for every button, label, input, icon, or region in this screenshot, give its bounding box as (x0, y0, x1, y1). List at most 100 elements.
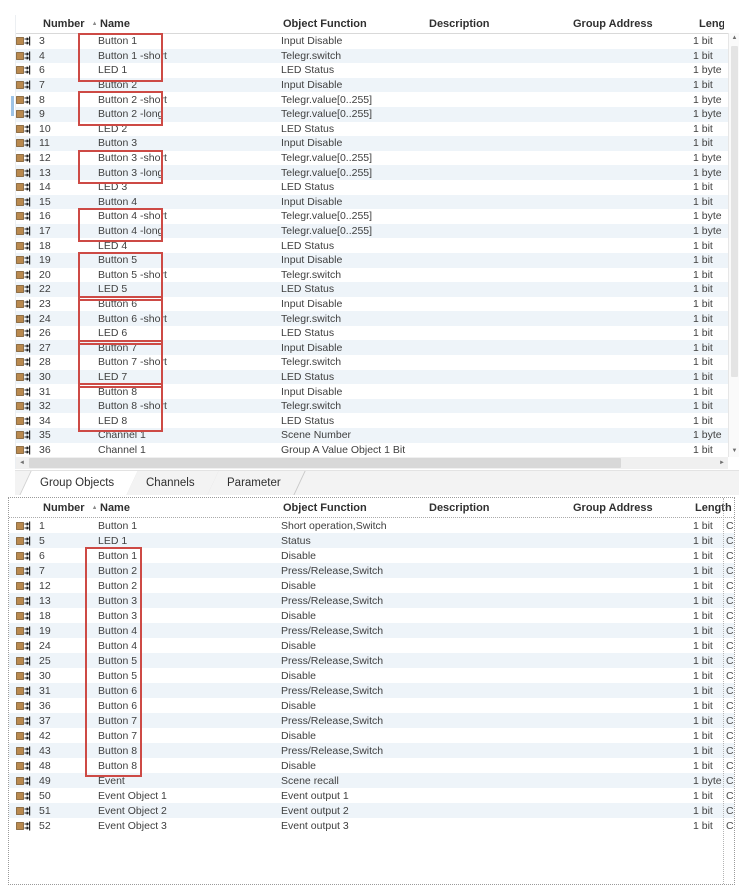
table-row[interactable]: 24 Button 6 -short Telegr.switch 1 bit (16, 311, 739, 326)
icon-cell (16, 342, 37, 354)
table-row[interactable]: 7 Button 2 Press/Release,Switch 1 bit C (9, 563, 734, 578)
table-row[interactable]: 50 Event Object 1 Event output 1 1 bit C (9, 788, 734, 803)
name-cell: Button 4 (98, 624, 138, 637)
length-cell: 1 bit (693, 268, 713, 281)
group-object-icon (16, 581, 31, 590)
table-row[interactable]: 18 Button 3 Disable 1 bit C (9, 608, 734, 623)
table-row[interactable]: 10 LED 2 LED Status 1 bit (16, 122, 739, 137)
icon-cell (16, 123, 37, 135)
object-function-cell: Group A Value Object 1 Bit (281, 443, 406, 456)
scroll-left-icon[interactable]: ◄ (19, 460, 25, 466)
table-row[interactable]: 18 LED 4 LED Status 1 bit (16, 238, 739, 253)
column-header-length[interactable]: Lengt (699, 18, 724, 30)
table-row[interactable]: 36 Channel 1 Group A Value Object 1 Bit 1 b… (16, 443, 739, 458)
table-row[interactable]: 14 LED 3 LED Status 1 bit (16, 180, 739, 195)
icon-cell (16, 181, 37, 193)
table-row[interactable]: 7 Button 2 Input Disable 1 bit (16, 77, 739, 93)
table-row[interactable]: 36 Button 6 Disable 1 bit C (9, 698, 734, 713)
column-header-description[interactable]: Description (429, 501, 490, 514)
table-row[interactable]: 15 Button 4 Input Disable 1 bit (16, 194, 739, 210)
table-row[interactable]: 23 Button 6 Input Disable 1 bit (16, 297, 739, 312)
horizontal-scrollbar[interactable]: ◄ ► (16, 457, 728, 469)
table-row[interactable]: 17 Button 4 -long Telegr.value[0..255] 1 by… (16, 223, 739, 239)
tab-group-objects[interactable]: Group Objects (19, 471, 139, 495)
table-row[interactable]: 5 LED 1 Status 1 bit C (9, 533, 734, 548)
table-row[interactable]: 26 LED 6 LED Status 1 bit (16, 326, 739, 341)
table-row[interactable]: 37 Button 7 Press/Release,Switch 1 bit C (9, 713, 734, 728)
table-row[interactable]: 8 Button 2 -short Telegr.value[0..255] 1 by… (16, 92, 739, 107)
table-row[interactable]: 31 Button 6 Press/Release,Switch 1 bit C (9, 683, 734, 698)
table-row[interactable]: 32 Button 8 -short Telegr.switch 1 bit (16, 398, 739, 414)
column-header-description[interactable]: Description (429, 18, 490, 30)
column-header-number[interactable]: Number ▲ (37, 502, 96, 514)
table-row[interactable]: 13 Button 3 -long Telegr.value[0..255] 1 by… (16, 165, 739, 180)
table-row[interactable]: 51 Event Object 2 Event output 2 1 bit C (9, 803, 734, 818)
table-row[interactable]: 31 Button 8 Input Disable 1 bit (16, 384, 739, 399)
table-row[interactable]: 4 Button 1 -short Telegr.switch 1 bit (16, 48, 739, 64)
table-row[interactable]: 12 Button 2 Disable 1 bit C (9, 578, 734, 593)
table-row[interactable]: 12 Button 3 -short Telegr.value[0..255] 1 b… (16, 151, 739, 166)
scroll-down-icon[interactable]: ▼ (731, 448, 738, 454)
tab-channels[interactable]: Channels (126, 471, 220, 495)
scroll-right-icon[interactable]: ► (719, 460, 725, 466)
vertical-scrollbar-thumb[interactable] (731, 46, 738, 377)
object-function-cell: Telegr.switch (281, 49, 342, 62)
length-cell: 1 bit (693, 195, 713, 208)
table-row[interactable]: 20 Button 5 -short Telegr.switch 1 bit (16, 268, 739, 283)
object-function-cell: Press/Release,Switch (281, 744, 384, 757)
column-header-object-function[interactable]: Object Function (283, 18, 367, 30)
table-row[interactable]: 43 Button 8 Press/Release,Switch 1 bit C (9, 743, 734, 758)
tab-parameter[interactable]: Parameter (207, 471, 306, 495)
icon-cell (16, 595, 37, 607)
column-header-group-address[interactable]: Group Address (573, 501, 653, 514)
table-row[interactable]: 13 Button 3 Press/Release,Switch 1 bit C (9, 593, 734, 608)
name-cell: Button 1 (98, 519, 138, 532)
table-row[interactable]: 35 Channel 1 Scene Number 1 byte (16, 428, 739, 443)
table-row[interactable]: 9 Button 2 -long Telegr.value[0..255] 1 byt… (16, 106, 739, 122)
group-object-icon (16, 701, 31, 710)
table-row[interactable]: 1 Button 1 Short operation,Switch 1 bit C (9, 518, 734, 533)
icon-cell (16, 429, 37, 441)
group-object-icon (16, 536, 31, 545)
table-row[interactable]: 27 Button 7 Input Disable 1 bit (16, 340, 739, 356)
table-row[interactable]: 25 Button 5 Press/Release,Switch 1 bit C (9, 653, 734, 668)
column-header-group-address[interactable]: Group Address (573, 18, 653, 30)
object-function-cell: Press/Release,Switch (281, 624, 384, 637)
table-row[interactable]: 22 LED 5 LED Status 1 bit (16, 282, 739, 297)
table-row[interactable]: 48 Button 8 Disable 1 bit C (9, 758, 734, 773)
table-row[interactable]: 52 Event Object 3 Event output 3 1 bit C (9, 818, 734, 833)
icon-cell (16, 715, 37, 727)
table-row[interactable]: 6 LED 1 LED Status 1 byte (16, 63, 739, 78)
flag-cell: C (726, 594, 734, 607)
group-object-icon (16, 776, 31, 785)
column-header-name[interactable]: Name (100, 501, 130, 514)
table-row[interactable]: 19 Button 5 Input Disable 1 bit (16, 252, 739, 268)
table-row[interactable]: 49 Event Scene recall 1 byte C (9, 773, 734, 788)
table-row[interactable]: 19 Button 4 Press/Release,Switch 1 bit C (9, 623, 734, 638)
icon-cell (16, 760, 37, 772)
column-header-number[interactable]: Number ▲ (37, 18, 96, 30)
table-row[interactable]: 6 Button 1 Disable 1 bit C (9, 548, 734, 563)
column-header-object-function[interactable]: Object Function (283, 501, 367, 514)
name-cell: Button 4 (98, 639, 138, 652)
vertical-scrollbar[interactable]: ▲ ▼ (728, 33, 739, 457)
table-row[interactable]: 11 Button 3 Input Disable 1 bit (16, 136, 739, 151)
table-row[interactable]: 30 Button 5 Disable 1 bit C (9, 668, 734, 683)
table-row[interactable]: 3 Button 1 Input Disable 1 bit (16, 34, 739, 49)
table-row[interactable]: 30 LED 7 LED Status 1 bit (16, 369, 739, 385)
horizontal-scrollbar-thumb[interactable] (29, 458, 621, 468)
column-header-length[interactable]: Length (695, 501, 732, 514)
group-object-icon (16, 36, 31, 46)
table-row[interactable]: 28 Button 7 -short Telegr.switch 1 bit (16, 355, 739, 370)
table-row[interactable]: 24 Button 4 Disable 1 bit C (9, 638, 734, 653)
table-row[interactable]: 34 LED 8 LED Status 1 bit (16, 413, 739, 428)
table-row[interactable]: 42 Button 7 Disable 1 bit C (9, 728, 734, 743)
length-cell: 1 bit (693, 549, 713, 562)
object-function-cell: Telegr.value[0..255] (281, 93, 373, 106)
scroll-up-icon[interactable]: ▲ (731, 35, 738, 41)
length-cell: 1 byte (693, 93, 722, 106)
column-header-name[interactable]: Name (100, 18, 130, 30)
group-objects-table-top: Number ▲ Name Object Function Description… (11, 15, 739, 469)
table-row[interactable]: 16 Button 4 -short Telegr.value[0..255] 1 b… (16, 209, 739, 224)
number-cell: 14 (39, 181, 51, 194)
